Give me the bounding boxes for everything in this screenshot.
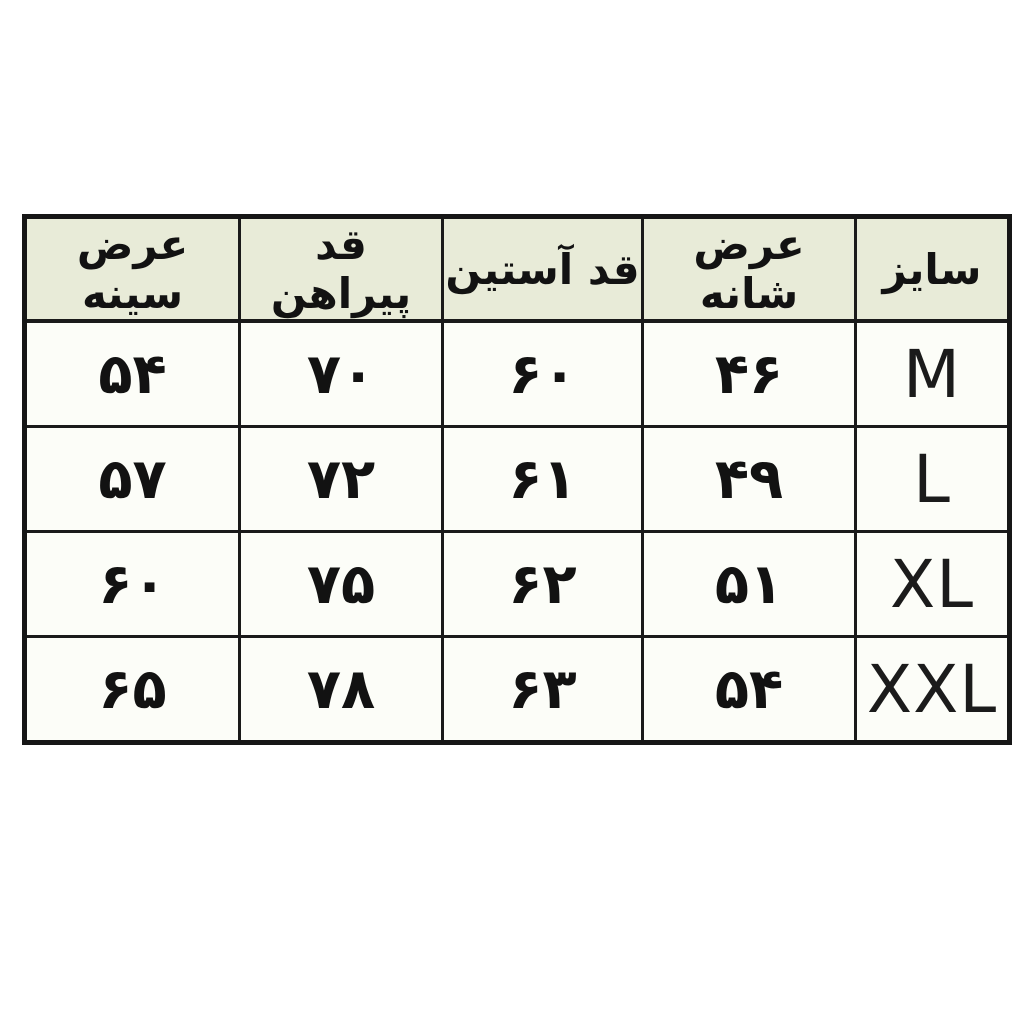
header-cell-sleeve-length: قد آستین <box>441 215 644 323</box>
cell-l-shoulder: ۴۹ <box>641 425 857 533</box>
cell-xl-chest: ۶۰ <box>23 530 241 638</box>
cell-xxl-chest: ۶۵ <box>23 635 241 744</box>
cell-m-length: ۷۰ <box>238 319 444 428</box>
cell-size-xl: XL <box>854 530 1011 638</box>
table-row-l: L ۴۹ ۶۱ ۷۲ ۵۷ <box>23 425 1011 533</box>
cell-xl-shoulder: ۵۱ <box>641 530 857 638</box>
cell-l-length: ۷۲ <box>238 425 444 533</box>
cell-size-xxl: XXL <box>854 635 1011 744</box>
cell-xxl-shoulder: ۵۴ <box>641 635 857 744</box>
cell-l-chest: ۵۷ <box>23 425 241 533</box>
header-cell-shoulder-width: عرض شانه <box>641 215 857 323</box>
header-cell-size: سایز <box>854 215 1011 323</box>
header-cell-shirt-length: قد پیراهن <box>238 215 444 323</box>
cell-size-l: L <box>854 425 1011 533</box>
cell-xxl-sleeve: ۶۳ <box>441 635 644 744</box>
cell-m-shoulder: ۴۶ <box>641 319 857 428</box>
table-row-xl: XL ۵۱ ۶۲ ۷۵ ۶۰ <box>23 530 1011 638</box>
table-row-xxl: XXL ۵۴ ۶۳ ۷۸ ۶۵ <box>23 635 1011 744</box>
table-body: M ۴۶ ۶۰ ۷۰ ۵۴ L ۴۹ ۶۱ ۷۲ ۵۷ XL ۵۱ ۶۲ ۷۵ … <box>23 319 1011 744</box>
cell-m-sleeve: ۶۰ <box>441 319 644 428</box>
table-row-m: M ۴۶ ۶۰ ۷۰ ۵۴ <box>23 319 1011 428</box>
header-row: سایز عرض شانه قد آستین قد پیراهن عرض سین… <box>23 215 1011 323</box>
cell-xl-sleeve: ۶۲ <box>441 530 644 638</box>
cell-xl-length: ۷۵ <box>238 530 444 638</box>
header-cell-chest-width: عرض سینه <box>23 215 241 323</box>
cell-xxl-length: ۷۸ <box>238 635 444 744</box>
size-chart-table: سایز عرض شانه قد آستین قد پیراهن عرض سین… <box>22 214 1012 745</box>
cell-size-m: M <box>854 319 1011 428</box>
cell-l-sleeve: ۶۱ <box>441 425 644 533</box>
table-header: سایز عرض شانه قد آستین قد پیراهن عرض سین… <box>23 215 1011 323</box>
cell-m-chest: ۵۴ <box>23 319 241 428</box>
